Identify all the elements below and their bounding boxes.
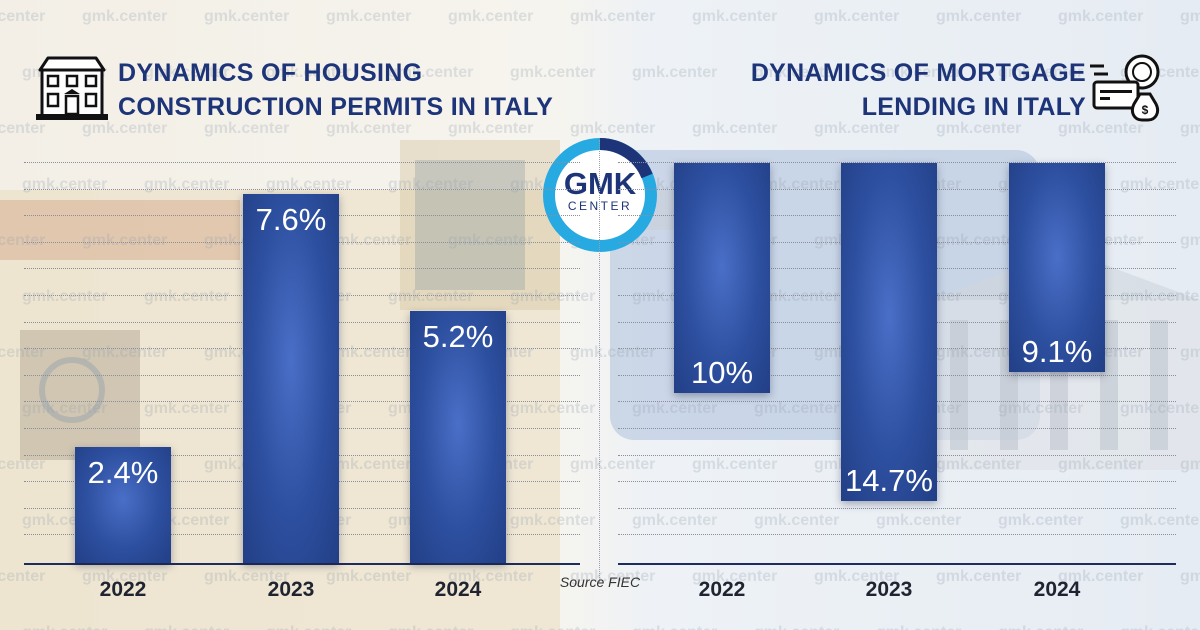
svg-text:$: $	[1142, 103, 1149, 117]
x-tick-label: 2023	[865, 578, 913, 601]
bar-value-label: 7.6%	[255, 202, 327, 238]
bar-2024	[410, 310, 506, 563]
bar-2023	[243, 194, 339, 563]
right-title-line-2: LENDING IN ITALY	[861, 93, 1086, 121]
x-tick-label: 2023	[267, 578, 315, 601]
bar-2023	[841, 163, 937, 502]
gridline	[24, 188, 580, 190]
x-tick-label: 2024	[1033, 578, 1081, 601]
bar-2024	[1009, 163, 1105, 373]
bar-value-label: 5.2%	[422, 318, 494, 354]
gridline	[618, 534, 1176, 536]
bar-value-label: 10%	[690, 355, 754, 390]
gridline	[24, 162, 580, 163]
left-title-line-2: CONSTRUCTION PERMITS IN ITALY	[118, 93, 554, 121]
bar-value-label: 9.1%	[1021, 334, 1093, 370]
gridline	[618, 162, 1176, 163]
right-title-line-1: DYNAMICS OF MORTGAGE	[750, 59, 1086, 87]
right-chart-title: DYNAMICS OF MORTGAGE LENDING IN ITALY	[690, 56, 1086, 124]
gmk-center-logo	[543, 138, 657, 252]
left-title-line-1: DYNAMICS OF HOUSING	[118, 59, 423, 87]
x-axis-line	[24, 563, 580, 565]
gridline	[618, 507, 1176, 509]
bar-2022	[75, 446, 171, 563]
x-tick-label: 2024	[434, 578, 482, 601]
x-axis-line	[618, 563, 1176, 565]
logo-subtitle: CENTER	[567, 199, 633, 213]
house-icon	[36, 56, 108, 120]
source-note: Source FIEC	[559, 574, 641, 590]
chart-divider	[599, 140, 600, 582]
bar-value-label: 2.4%	[87, 454, 159, 490]
logo-name: GMK	[563, 166, 637, 201]
left-chart-title: DYNAMICS OF HOUSING CONSTRUCTION PERMITS…	[118, 56, 588, 124]
money-coin-icon: $	[1090, 54, 1160, 122]
x-tick-label: 2022	[698, 578, 746, 601]
bar-value-label: 14.7%	[845, 463, 933, 499]
bar-2022	[674, 163, 770, 393]
x-tick-label: 2022	[99, 578, 147, 601]
